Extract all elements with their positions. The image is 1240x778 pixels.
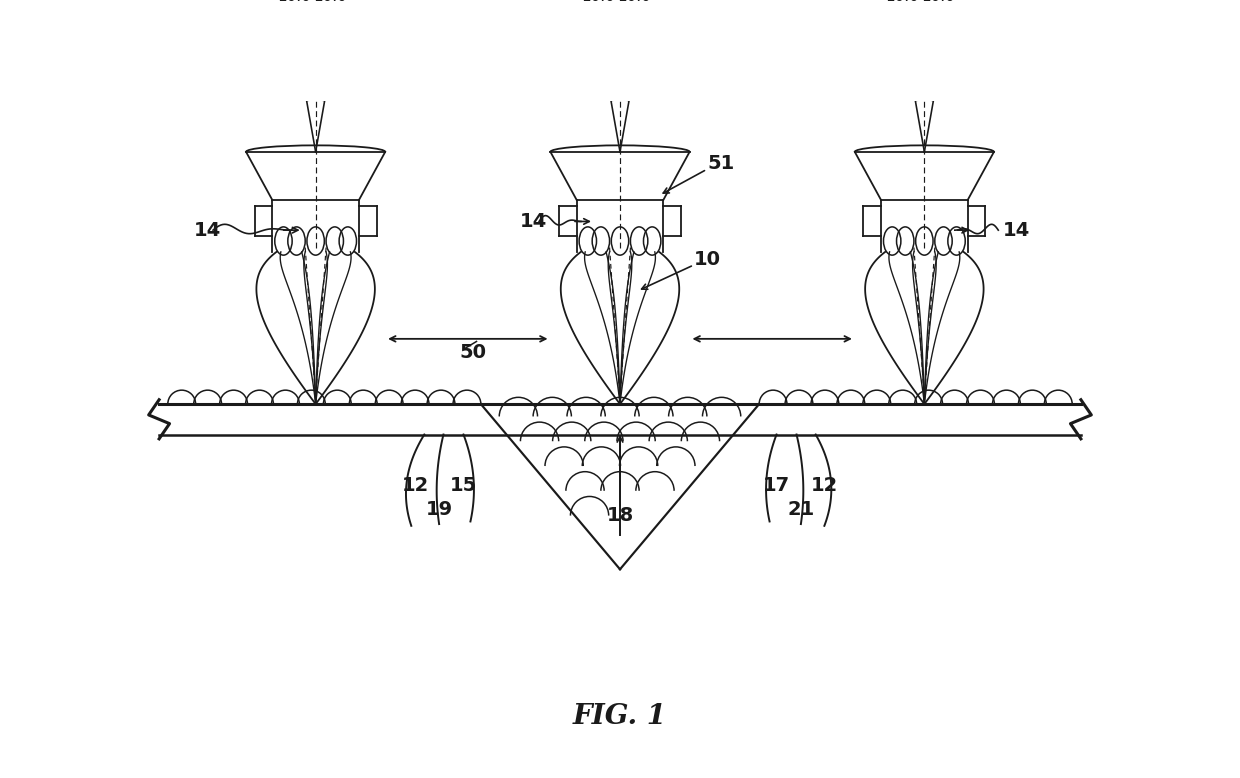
Text: 15: 15 [450, 476, 477, 495]
Text: 12: 12 [402, 476, 429, 495]
Text: 10.0°: 10.0° [582, 0, 622, 4]
Text: 10: 10 [694, 250, 720, 269]
Text: 17: 17 [763, 476, 790, 495]
Text: FIG. 1: FIG. 1 [573, 703, 667, 731]
Text: 12: 12 [811, 476, 838, 495]
Text: 14: 14 [193, 221, 221, 240]
Text: 14: 14 [520, 212, 547, 231]
Text: 21: 21 [787, 500, 815, 520]
Text: 51: 51 [707, 154, 734, 173]
Text: 14: 14 [1003, 221, 1030, 240]
Text: 10.0°: 10.0° [312, 0, 355, 4]
Text: 18: 18 [606, 506, 634, 525]
Text: 19: 19 [425, 500, 453, 520]
Text: 10.0°: 10.0° [921, 0, 963, 4]
Text: 10.0°: 10.0° [618, 0, 658, 4]
Text: 10.0°: 10.0° [885, 0, 928, 4]
Text: 50: 50 [459, 343, 486, 362]
Text: 10.0°: 10.0° [277, 0, 319, 4]
